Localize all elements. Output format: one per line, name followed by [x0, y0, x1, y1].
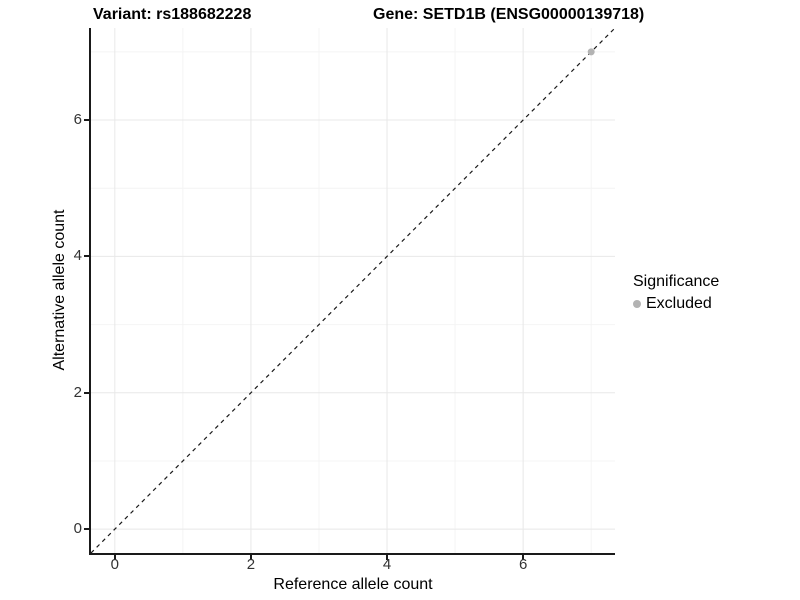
- legend: Significance Excluded: [633, 272, 719, 313]
- x-tick-label: 6: [518, 556, 528, 573]
- x-tick-mark: [522, 555, 525, 560]
- y-axis-title: Alternative allele count: [51, 209, 68, 371]
- y-tick-label: 4: [73, 247, 82, 265]
- y-tick-mark: [84, 255, 89, 258]
- chart-canvas: [91, 28, 615, 553]
- x-tick-label: 2: [246, 556, 256, 573]
- y-tick-mark: [84, 119, 89, 122]
- y-tick-label: 0: [73, 520, 82, 538]
- x-axis-title: Reference allele count: [273, 576, 433, 593]
- y-tick-label: 6: [73, 111, 82, 129]
- data-point: [587, 48, 595, 56]
- legend-item-excluded: Excluded: [633, 294, 719, 313]
- x-tick-mark: [386, 555, 389, 560]
- identity-reference-line: [91, 28, 615, 553]
- legend-item-label: Excluded: [646, 295, 712, 312]
- x-tick-mark: [249, 555, 252, 560]
- legend-title: Significance: [633, 273, 720, 290]
- legend-key-dot-icon: [633, 299, 641, 308]
- plot-panel: [89, 28, 615, 555]
- x-tick-label: 4: [382, 556, 392, 573]
- y-tick-label: 2: [73, 383, 82, 401]
- x-tick-mark: [113, 555, 116, 560]
- x-tick-label: 0: [110, 556, 119, 573]
- plot-title-gene: Gene: SETD1B (ENSG00000139718): [373, 6, 645, 23]
- y-tick-mark: [84, 391, 89, 394]
- plot-title-variant: Variant: rs188682228: [93, 6, 252, 23]
- y-tick-mark: [84, 528, 89, 531]
